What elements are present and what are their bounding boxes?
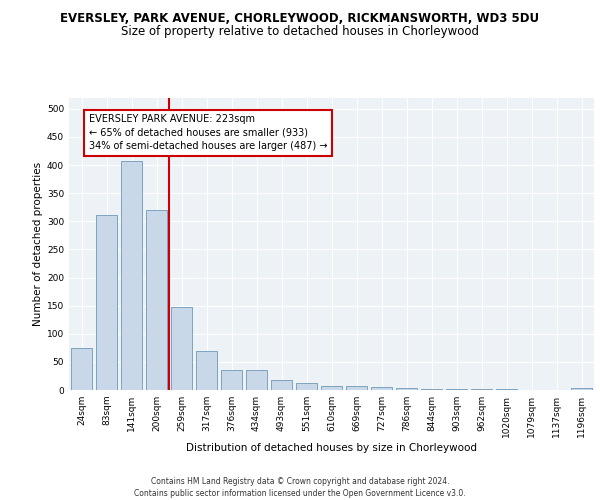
Bar — [246, 370, 267, 390]
Bar — [296, 383, 317, 390]
Bar — [571, 388, 592, 390]
Bar — [321, 386, 342, 390]
Text: EVERSLEY PARK AVENUE: 223sqm
← 65% of detached houses are smaller (933)
34% of s: EVERSLEY PARK AVENUE: 223sqm ← 65% of de… — [89, 114, 328, 151]
Y-axis label: Number of detached properties: Number of detached properties — [33, 162, 43, 326]
Bar — [421, 389, 442, 390]
Bar — [371, 387, 392, 390]
Text: Size of property relative to detached houses in Chorleywood: Size of property relative to detached ho… — [121, 25, 479, 38]
Bar — [221, 370, 242, 390]
Bar — [121, 161, 142, 390]
Bar — [71, 348, 92, 390]
Bar — [146, 210, 167, 390]
Bar — [271, 380, 292, 390]
Bar — [96, 214, 117, 390]
Bar — [396, 388, 417, 390]
X-axis label: Distribution of detached houses by size in Chorleywood: Distribution of detached houses by size … — [186, 442, 477, 452]
Bar — [196, 350, 217, 390]
Bar — [171, 306, 192, 390]
Text: EVERSLEY, PARK AVENUE, CHORLEYWOOD, RICKMANSWORTH, WD3 5DU: EVERSLEY, PARK AVENUE, CHORLEYWOOD, RICK… — [61, 12, 539, 26]
Bar — [346, 386, 367, 390]
Text: Contains HM Land Registry data © Crown copyright and database right 2024.
Contai: Contains HM Land Registry data © Crown c… — [134, 476, 466, 498]
